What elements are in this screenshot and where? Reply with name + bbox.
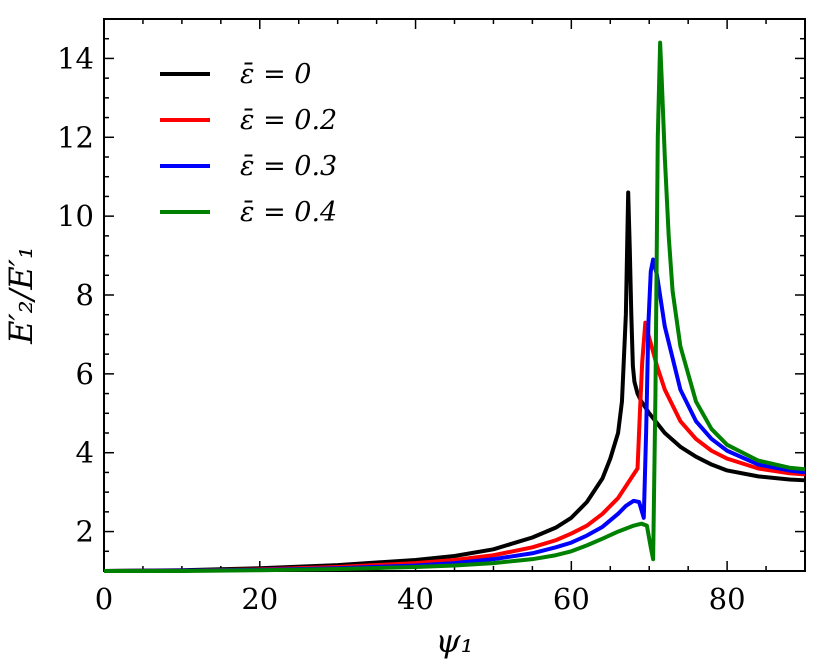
tick-labels: 0 20 40 60 80 2 4 6 8 10 12 14 <box>57 41 745 616</box>
legend-label-1: ε̄ = 0.2 <box>240 105 337 136</box>
x-axis-title: ψ₁ <box>436 622 474 660</box>
y-axis-title: E′₂/E′₁ <box>2 246 40 345</box>
x-tick-label: 20 <box>241 582 278 616</box>
y-tick-label: 6 <box>76 357 94 391</box>
series-line-1 <box>103 320 806 573</box>
y-tick-label: 12 <box>57 120 94 154</box>
y-tick-label: 4 <box>76 436 94 470</box>
plot-frame <box>103 18 806 572</box>
x-tick-label: 0 <box>95 582 113 616</box>
y-tick-label: 8 <box>76 278 94 312</box>
x-tick-label: 40 <box>397 582 434 616</box>
series-line-2 <box>103 257 806 573</box>
series-line-3 <box>104 40 806 573</box>
legend-label-2: ε̄ = 0.3 <box>240 151 337 182</box>
y-tick-label: 2 <box>76 515 94 549</box>
x-tick-label: 60 <box>553 582 590 616</box>
y-tick-label: 14 <box>57 41 94 75</box>
series-layer <box>103 40 806 573</box>
legend: ε̄ = 0 ε̄ = 0.2 ε̄ = 0.3 ε̄ = 0.4 <box>160 59 337 228</box>
legend-label-0: ε̄ = 0 <box>240 59 311 90</box>
y-tick-label: 10 <box>57 199 94 233</box>
series-line-0 <box>103 190 806 573</box>
ticks <box>103 18 806 572</box>
plot-area: ε̄ = 0 ε̄ = 0.2 ε̄ = 0.3 ε̄ = 0.4 <box>103 18 806 573</box>
x-tick-label: 80 <box>709 582 746 616</box>
legend-label-3: ε̄ = 0.4 <box>240 197 337 228</box>
